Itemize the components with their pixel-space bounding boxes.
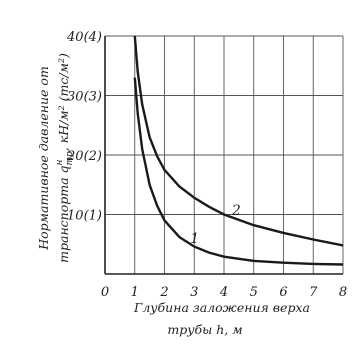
y-axis-label: Нормативное давление от транспорта qнтр,… <box>36 53 75 263</box>
y-tick-label: 30(3) <box>67 90 102 105</box>
axes <box>104 36 343 275</box>
x-tick-label: 8 <box>339 285 347 300</box>
y-axis-label-sup: н <box>55 159 65 165</box>
curve-labels: 12 <box>190 203 241 247</box>
series-line-2 <box>133 35 344 247</box>
series-label-2: 2 <box>231 203 241 219</box>
y-axis-label-line-2: транспорта qнтр, кН/м² (тс/м²) <box>55 53 75 263</box>
y-axis-label-units: , кН/м² (тс/м²) <box>56 53 71 151</box>
x-tick-label: 2 <box>159 285 168 300</box>
x-tick-label: 4 <box>219 285 228 300</box>
series-lines <box>133 35 344 266</box>
x-tick-label: 1 <box>131 285 139 300</box>
y-tick-label: 40(4) <box>66 30 102 45</box>
y-axis-label-sub: тр <box>65 151 75 166</box>
x-tick-label: 6 <box>279 285 287 300</box>
x-tick-label: 5 <box>250 285 258 300</box>
x-axis-label-line-2: трубы h, м <box>167 322 242 337</box>
x-axis-label-line-1: Глубина заложения верха <box>133 300 310 315</box>
y-axis-label-q: транспорта q <box>56 165 71 262</box>
y-axis-label-line-1: Нормативное давление от <box>36 66 51 251</box>
x-tick-label: 3 <box>190 285 198 300</box>
x-tick-label: 0 <box>101 285 109 300</box>
y-tick-labels: 10(1) 20(2) 30(3) 40(4) <box>66 30 102 224</box>
x-tick-labels: 0 1 2 3 4 5 6 7 8 <box>101 285 347 300</box>
series-label-1: 1 <box>190 231 199 247</box>
y-tick-label: 20(2) <box>66 149 102 164</box>
y-tick-label: 10(1) <box>67 209 102 224</box>
series-line-1 <box>133 77 344 266</box>
x-tick-label: 7 <box>309 285 318 300</box>
